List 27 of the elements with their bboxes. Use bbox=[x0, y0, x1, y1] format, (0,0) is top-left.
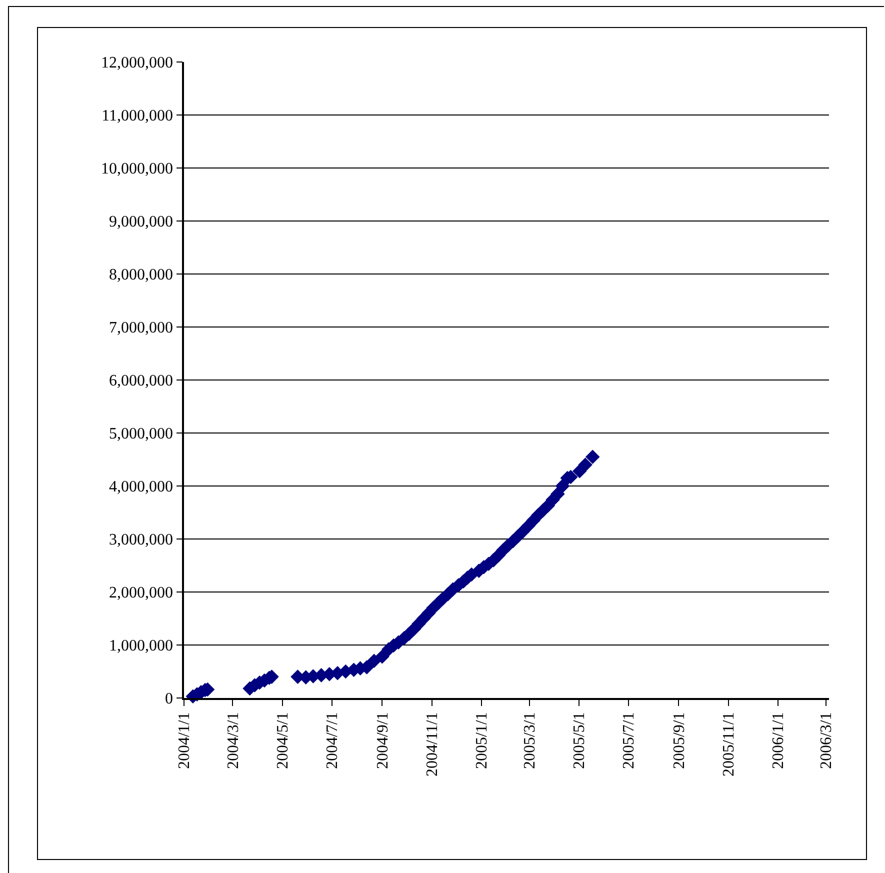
y-tick-label: 1,000,000 bbox=[109, 638, 174, 655]
x-tick-label: 2005/7/1 bbox=[620, 712, 638, 770]
x-tick-label: 2006/3/1 bbox=[818, 712, 835, 770]
y-tick-label: 11,000,000 bbox=[102, 108, 174, 125]
y-tick-label: 3,000,000 bbox=[109, 532, 174, 549]
x-tick-label: 2006/1/1 bbox=[770, 712, 788, 770]
y-tick-label: 5,000,000 bbox=[109, 426, 174, 443]
y-tick-label: 6,000,000 bbox=[109, 372, 174, 390]
y-tick-label: 0 bbox=[165, 690, 174, 708]
x-tick-label: 2005/11/1 bbox=[720, 712, 738, 776]
y-tick-label: 2,000,000 bbox=[109, 584, 174, 602]
x-tick-label: 2004/7/1 bbox=[324, 712, 342, 770]
y-tick-label: 7,000,000 bbox=[109, 320, 174, 337]
y-tick-label: 9,000,000 bbox=[109, 214, 174, 231]
x-tick-label: 2005/9/1 bbox=[670, 712, 688, 770]
y-tick-label: 4,000,000 bbox=[109, 478, 174, 496]
x-tick-label: 2005/3/1 bbox=[521, 712, 538, 770]
y-tick-label: 12,000,000 bbox=[101, 54, 174, 72]
x-tick-label: 2004/1/1 bbox=[176, 712, 194, 770]
x-tick-label: 2005/1/1 bbox=[474, 712, 491, 770]
y-tick-label: 10,000,000 bbox=[101, 160, 174, 178]
x-tick-label: 2005/5/1 bbox=[571, 712, 588, 770]
x-tick-label: 2004/11/1 bbox=[424, 712, 441, 776]
x-tick-label: 2004/3/1 bbox=[224, 712, 242, 770]
y-tick-label: 8,000,000 bbox=[109, 266, 174, 284]
x-tick-label: 2004/9/1 bbox=[374, 712, 392, 770]
x-tick-label: 2004/5/1 bbox=[274, 712, 292, 770]
